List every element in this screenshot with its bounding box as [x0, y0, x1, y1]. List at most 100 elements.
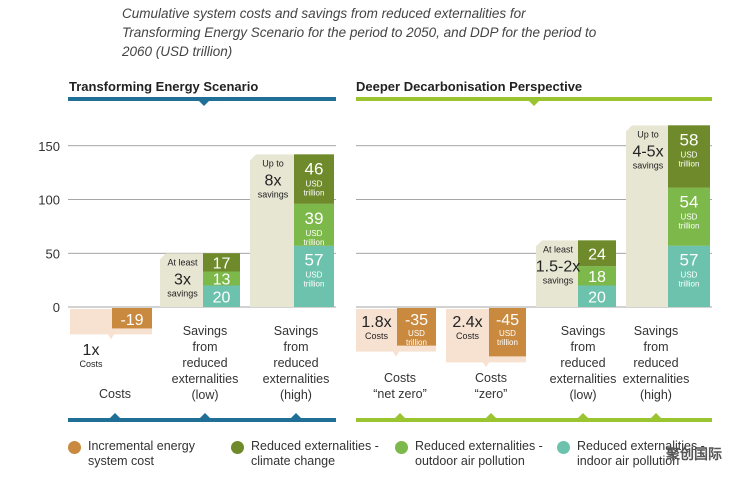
axis-tick-marker — [486, 413, 496, 418]
legend-swatch — [395, 441, 408, 454]
legend: Incremental energy system cost Reduced ext… — [68, 438, 748, 478]
x-category-label: (high) — [280, 388, 312, 402]
bar-unit-label: USD — [306, 179, 323, 188]
bar-unit-label: USD — [499, 329, 516, 338]
bar-segment-outdoor — [203, 271, 240, 286]
x-category-label: reduced — [273, 356, 318, 370]
axis-tick-marker — [395, 413, 405, 418]
x-category-label: Costs — [384, 371, 416, 385]
x-category-label: from — [193, 340, 218, 354]
bar-group-savings: 57USDtrillion54USDtrillion58USDtrillionU… — [623, 125, 710, 418]
callout-text: Up to — [262, 158, 284, 168]
multiplier-sub-label: Costs — [456, 331, 480, 341]
panel-tes: Transforming Energy Scenario-191xCostsCo… — [68, 79, 336, 422]
bar-segment-indoor — [578, 285, 616, 307]
panel-header-bar — [356, 97, 712, 101]
x-category-label: Costs — [475, 371, 507, 385]
x-category-label: reduced — [633, 356, 678, 370]
bar-unit-label: trillion — [406, 338, 427, 347]
x-category-label: externalities — [623, 372, 690, 386]
bar-segment-outdoor — [578, 266, 616, 286]
bar-segment-climate — [668, 125, 710, 188]
callout-multiplier: 4-5x — [632, 143, 663, 160]
bar-value-label: 57 — [680, 251, 699, 270]
x-category-label: externalities — [263, 372, 330, 386]
legend-label: Incremental energy system cost — [88, 439, 196, 468]
multiplier-sub-label: Costs — [79, 359, 103, 369]
x-category-label: Savings — [183, 324, 227, 338]
callout-text: savings — [258, 189, 289, 199]
bar-segment-outdoor — [668, 187, 710, 246]
panel-footer-bar — [356, 418, 712, 422]
axis-tick-marker — [291, 413, 301, 418]
axis-tick-marker — [651, 413, 661, 418]
bar-value-label: 20 — [213, 289, 231, 306]
x-category-label: externalities — [550, 372, 617, 386]
bar-segment-indoor — [203, 285, 240, 307]
chart-caption: Cumulative system costs and savings from… — [122, 6, 597, 59]
multiplier-sub-label: Costs — [365, 331, 389, 341]
panel-header-notch — [199, 101, 209, 106]
callout-text: savings — [543, 275, 574, 285]
multiplier-label: 1x — [83, 342, 100, 359]
panel-header-bar — [68, 97, 336, 101]
callout-text: savings — [167, 288, 198, 298]
x-category-label: Savings — [634, 324, 678, 338]
x-category-label: “zero” — [475, 387, 508, 401]
callout-text: At least — [167, 257, 198, 267]
multiplier-label: 1.8x — [361, 314, 391, 331]
bar-unit-label: trillion — [679, 222, 700, 231]
bar-segment-indoor — [668, 245, 710, 307]
x-category-label: from — [571, 340, 596, 354]
bar-unit-label: trillion — [679, 280, 700, 289]
x-category-label: Savings — [274, 324, 318, 338]
bar-value-label: -35 — [405, 312, 428, 329]
bar-segment-outdoor — [294, 203, 334, 246]
bar-value-label: 17 — [213, 255, 231, 272]
bar-segment-climate — [294, 154, 334, 204]
y-tick-label: 0 — [53, 300, 60, 315]
bar-unit-label: USD — [681, 213, 698, 222]
legend-swatch — [557, 441, 570, 454]
bar-value-label: -19 — [120, 312, 143, 329]
bar-segment-climate — [203, 253, 240, 272]
x-category-label: (low) — [569, 388, 596, 402]
x-category-label: from — [284, 340, 309, 354]
bar-unit-label: trillion — [304, 188, 325, 197]
bar-value-label: 39 — [305, 209, 324, 228]
x-category-label: (high) — [640, 388, 672, 402]
bar-value-label: 57 — [305, 251, 324, 270]
bar-unit-label: trillion — [497, 338, 518, 347]
x-category-label: reduced — [182, 356, 227, 370]
legend-swatch — [231, 441, 244, 454]
bar-unit-label: trillion — [679, 159, 700, 168]
axis-tick-marker — [110, 413, 120, 418]
bar-segment-indoor — [294, 245, 334, 307]
y-tick-label: 150 — [38, 139, 60, 154]
bar-unit-label: USD — [408, 329, 425, 338]
bar-segment-cost — [489, 308, 526, 357]
panel-title: Transforming Energy Scenario — [69, 79, 258, 94]
callout-multiplier: 3x — [174, 271, 191, 288]
bar-value-label: 24 — [588, 246, 606, 263]
bar-value-label: 54 — [680, 193, 699, 212]
bar-unit-label: USD — [681, 150, 698, 159]
legend-swatch — [68, 441, 81, 454]
y-tick-label: 50 — [46, 246, 60, 261]
panel-ddp: Deeper Decarbonisation Perspective-35USD… — [356, 79, 712, 422]
legend-label: Reduced externalities - indoor air pollut… — [577, 439, 705, 468]
axis-tick-marker — [578, 413, 588, 418]
bar-value-label: -45 — [496, 312, 519, 329]
bar-value-label: 18 — [588, 269, 606, 286]
bar-segment-climate — [578, 240, 616, 267]
bar-group-savings: 57USDtrillion39USDtrillion46USDtrillionU… — [250, 154, 334, 418]
x-category-label: externalities — [172, 372, 239, 386]
bar-unit-label: USD — [681, 271, 698, 280]
bar-value-label: 46 — [305, 159, 324, 178]
callout-text: Up to — [637, 129, 659, 139]
